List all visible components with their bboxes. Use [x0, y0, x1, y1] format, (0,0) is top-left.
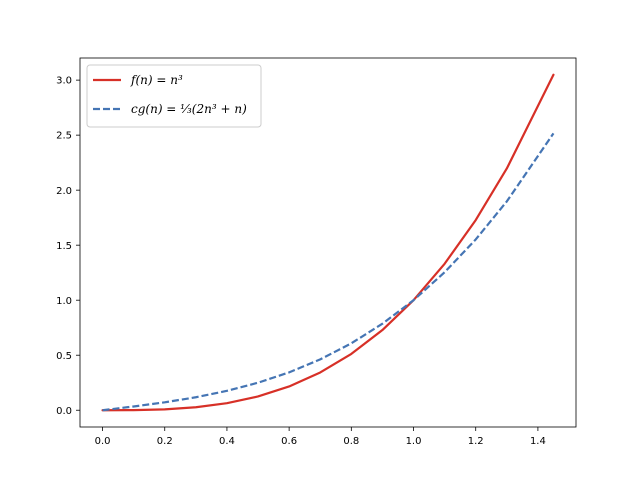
y-tick-label: 1.0: [56, 296, 72, 307]
x-axis: 0.0 0.2 0.4 0.6 0.8 1.0 1.2 1.4: [95, 427, 546, 447]
y-tick-label: 2.5: [56, 131, 72, 142]
plot-area-frame: [79, 57, 577, 428]
x-tick-label: 1.4: [530, 436, 546, 447]
y-tick-label: 0.0: [56, 406, 72, 417]
y-tick-label: 0.5: [56, 351, 72, 362]
y-tick-label: 2.0: [56, 186, 72, 197]
x-tick-label: 1.2: [468, 436, 484, 447]
series-line-2: [102, 132, 555, 412]
legend-label-2: cg(n) = ⅓(2n³ + n): [131, 102, 247, 116]
y-axis: 0.0 0.5 1.0 1.5 2.0 2.5 3.0: [56, 76, 80, 417]
series-line-1: [101, 73, 555, 412]
x-tick-label: 1.0: [406, 436, 422, 447]
x-tick-label: 0.4: [219, 436, 235, 447]
x-tick-label: 0.0: [95, 436, 111, 447]
series-layer: [101, 73, 555, 412]
y-tick-label: 3.0: [56, 76, 72, 87]
y-tick-label: 1.5: [56, 241, 72, 252]
legend-box: [86, 64, 262, 128]
x-tick-label: 0.8: [343, 436, 359, 447]
legend-label-1: f(n) = n³: [130, 73, 183, 87]
x-tick-label: 0.6: [281, 436, 297, 447]
x-tick-label: 0.2: [157, 436, 173, 447]
legend: f(n) = n³ cg(n) = ⅓(2n³ + n): [86, 64, 262, 128]
